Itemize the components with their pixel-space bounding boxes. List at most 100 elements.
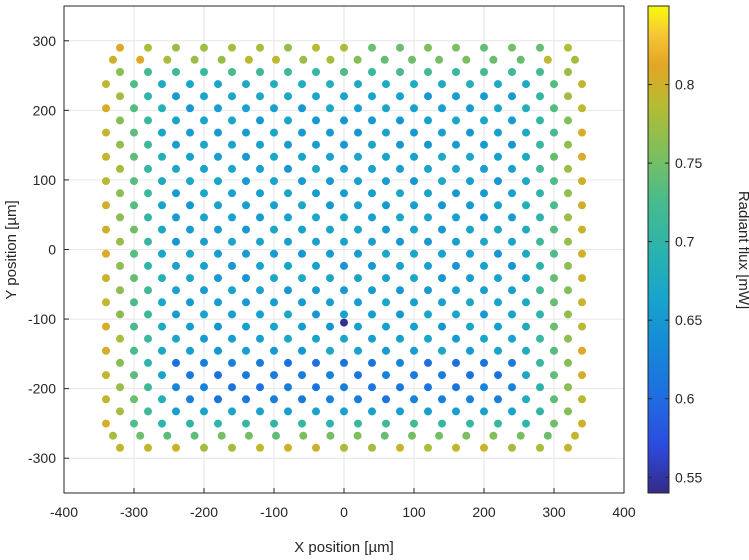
data-point xyxy=(172,286,180,295)
data-point xyxy=(494,128,502,137)
data-point xyxy=(452,164,460,173)
data-point xyxy=(102,274,110,283)
data-point xyxy=(256,334,264,343)
data-point xyxy=(312,383,320,392)
data-point xyxy=(284,43,292,52)
data-point xyxy=(353,55,362,64)
data-point xyxy=(550,346,558,355)
data-point xyxy=(508,43,516,52)
data-point xyxy=(144,92,152,101)
data-point xyxy=(382,371,390,380)
data-point xyxy=(326,274,334,283)
data-point xyxy=(158,298,166,307)
data-point xyxy=(564,334,572,343)
colorbar-tick-label: 0.55 xyxy=(675,469,702,485)
data-point xyxy=(298,201,306,210)
data-point xyxy=(522,177,530,186)
data-point xyxy=(340,213,348,222)
data-point xyxy=(564,140,572,149)
data-point xyxy=(186,249,194,258)
data-point xyxy=(284,310,292,319)
data-point xyxy=(312,116,320,125)
data-point xyxy=(564,358,572,367)
data-point xyxy=(480,358,488,367)
data-point xyxy=(396,164,404,173)
data-point xyxy=(522,225,530,234)
data-point xyxy=(435,55,444,64)
data-point xyxy=(522,322,530,331)
data-point xyxy=(522,104,530,113)
x-tick-label: -200 xyxy=(190,504,218,520)
data-point xyxy=(550,177,558,186)
data-point xyxy=(228,407,236,416)
colorbar-tick-label: 0.65 xyxy=(675,312,702,328)
data-point xyxy=(214,80,222,89)
data-point xyxy=(116,68,124,76)
data-point xyxy=(284,140,292,149)
data-point xyxy=(424,358,432,367)
data-point xyxy=(116,213,124,222)
data-point xyxy=(522,298,530,307)
data-point xyxy=(466,249,474,258)
data-point xyxy=(340,261,348,270)
data-point xyxy=(408,55,416,64)
data-point xyxy=(144,286,152,295)
data-point xyxy=(508,310,516,319)
data-point xyxy=(508,358,516,367)
data-point xyxy=(466,419,474,428)
data-point xyxy=(102,104,110,113)
data-point xyxy=(424,237,432,246)
colorbar: 0.55 0.6 0.65 0.7 0.75 0.8 Radiant flux [mW] xyxy=(647,5,749,494)
data-point xyxy=(452,116,460,125)
data-point xyxy=(326,395,334,404)
data-point xyxy=(270,274,278,283)
data-point xyxy=(396,237,404,246)
data-point xyxy=(242,128,250,137)
data-point xyxy=(130,177,138,186)
data-point xyxy=(438,371,446,380)
data-point xyxy=(354,322,362,331)
data-point xyxy=(200,116,208,125)
data-point xyxy=(354,177,362,186)
data-point xyxy=(130,104,138,113)
data-point xyxy=(368,213,376,222)
data-point xyxy=(550,298,558,307)
data-point xyxy=(466,152,474,161)
data-point xyxy=(242,346,250,355)
data-point xyxy=(102,322,110,331)
data-point xyxy=(368,383,376,392)
data-point xyxy=(326,177,334,186)
data-point xyxy=(214,371,222,380)
data-point xyxy=(298,104,306,113)
data-point xyxy=(172,443,180,452)
data-point xyxy=(354,249,362,258)
data-point xyxy=(172,164,180,173)
data-point xyxy=(382,346,390,355)
data-point xyxy=(102,298,110,307)
data-point xyxy=(158,346,166,355)
data-point xyxy=(564,407,572,416)
data-point xyxy=(508,92,516,101)
data-point xyxy=(424,286,432,295)
data-point xyxy=(522,80,530,89)
data-point xyxy=(242,395,250,404)
data-point xyxy=(102,395,110,404)
data-point xyxy=(508,237,516,246)
data-point xyxy=(242,274,250,283)
data-point xyxy=(186,225,194,234)
data-point xyxy=(382,395,390,404)
data-point xyxy=(270,128,278,137)
data-point xyxy=(382,201,390,210)
data-point xyxy=(522,395,530,404)
data-point xyxy=(158,371,166,380)
data-point xyxy=(522,128,530,137)
y-axis: -300 -200 -100 0 100 200 300 xyxy=(28,33,69,466)
data-point xyxy=(116,164,124,173)
data-point xyxy=(186,419,194,428)
colorbar-tick-label: 0.6 xyxy=(675,391,695,407)
data-point xyxy=(368,310,376,319)
data-point xyxy=(186,128,194,137)
data-point xyxy=(244,55,253,64)
data-point xyxy=(172,358,180,367)
data-point xyxy=(424,443,432,452)
